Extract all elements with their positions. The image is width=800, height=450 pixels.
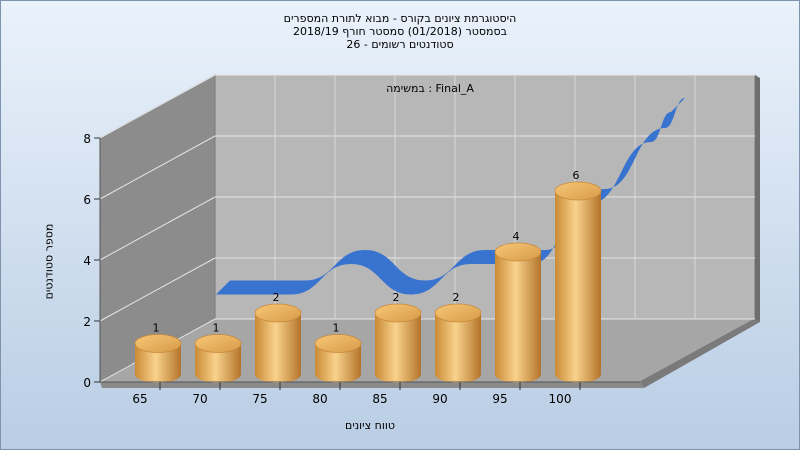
assignment-annotation: במשימה : Final_A [386, 82, 474, 95]
bar-cap [434, 303, 482, 323]
floor-front-edge [100, 382, 644, 388]
bar: 1 [314, 322, 362, 383]
y-tick-label: 2 [83, 315, 91, 329]
bar-cap [134, 334, 182, 353]
bar-body [495, 252, 541, 383]
bar-cap [494, 242, 542, 262]
bar-body [435, 313, 481, 383]
bar: 2 [434, 291, 482, 383]
bar-cap [194, 334, 242, 353]
bar: 2 [254, 291, 302, 383]
bar-data-label: 4 [513, 230, 520, 243]
y-axis-title: מספר סטודנטים [42, 223, 56, 300]
bar-data-label: 6 [573, 169, 580, 182]
bar-data-label: 2 [453, 291, 460, 304]
bar-body [315, 343, 361, 383]
x-tick-label: 75 [252, 392, 267, 406]
bar-body [195, 343, 241, 383]
x-tick-label: 65 [132, 392, 147, 406]
bar-cap [554, 181, 602, 201]
bar-data-label: 2 [273, 291, 280, 304]
bar-data-label: 1 [333, 322, 340, 335]
x-tick-label: 70 [192, 392, 207, 406]
bar: 4 [494, 230, 542, 383]
bar-body [255, 313, 301, 383]
bar: 1 [134, 322, 182, 383]
bar-cap [314, 334, 362, 353]
x-axis-title: טווח ציונים [345, 419, 395, 432]
bar-body [375, 313, 421, 383]
bar-body [555, 191, 601, 383]
bar: 1 [194, 322, 242, 383]
x-tick-label: 80 [312, 392, 327, 406]
y-tick-label: 0 [83, 376, 91, 390]
chart-subtitle-semester: בסמסטר (01/2018) סמסטר חורף 2018/19 [293, 25, 507, 38]
chart-axes: 0 2 4 6 8 65 70 75 80 85 90 95 100 [83, 132, 640, 406]
bars-group: 1 1 2 1 2 2 4 6 [134, 169, 602, 383]
bar: 2 [374, 291, 422, 383]
x-tick-label: 85 [372, 392, 387, 406]
y-tick-label: 4 [83, 254, 91, 268]
bar-data-label: 1 [153, 322, 160, 335]
bar-body [135, 343, 181, 383]
bar-data-label: 2 [393, 291, 400, 304]
bar-cap [254, 303, 302, 323]
right-edge [755, 75, 760, 322]
x-tick-label: 90 [432, 392, 447, 406]
chart-subtitle-students: סטודנטים רשומים - 26 [346, 38, 454, 51]
chart-title: היסטוגרמת ציונים בקורס - מבוא לתורת המספ… [283, 12, 517, 25]
floor-edge [640, 319, 760, 388]
bar-data-label: 1 [213, 322, 220, 335]
x-tick-label: 95 [492, 392, 507, 406]
bar-cap [374, 303, 422, 323]
bar: 6 [554, 169, 602, 383]
y-tick-label: 6 [83, 193, 91, 207]
y-tick-label: 8 [83, 132, 91, 146]
x-tick-label: 100 [549, 392, 572, 406]
